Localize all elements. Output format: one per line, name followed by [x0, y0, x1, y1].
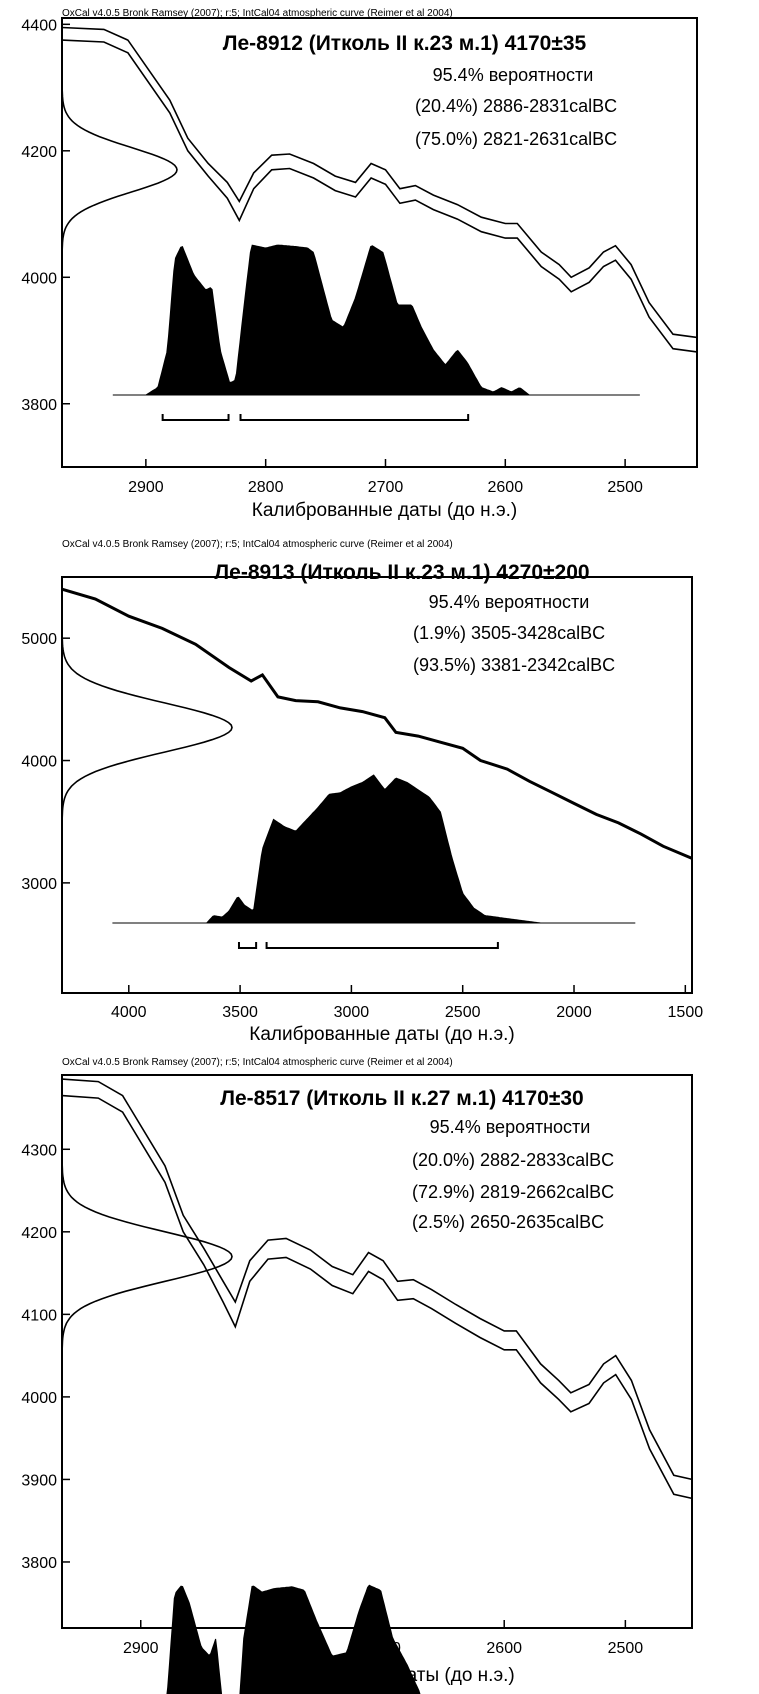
plot-frame — [61, 17, 698, 468]
x-tick-label: 2900 — [128, 479, 164, 496]
x-tick-label: 2600 — [488, 479, 524, 496]
posterior-distribution — [205, 774, 541, 924]
y-tick-label: 4200 — [21, 144, 57, 161]
y-tick-label: 4000 — [21, 1390, 57, 1407]
calibration-curve-lower — [61, 39, 698, 353]
probability-range: (1.9%) 3505-3428calBC — [413, 623, 605, 643]
oxcal-header: OxCal v4.0.5 Bronk Ramsey (2007); r:5; I… — [62, 8, 453, 19]
radiocarbon-distribution — [61, 629, 233, 826]
x-tick-label: 2800 — [248, 479, 284, 496]
y-tick-label: 4000 — [21, 270, 57, 287]
x-tick-label: 2500 — [607, 479, 643, 496]
radiocarbon-distribution — [61, 1157, 233, 1356]
probability-heading: 95.4% вероятности — [430, 1117, 591, 1137]
x-axis-label: Калиброванные даты (до н.э.) — [252, 500, 518, 521]
posterior-distribution — [166, 1584, 421, 1694]
oxcal-header: OxCal v4.0.5 Bronk Ramsey (2007); r:5; I… — [62, 1057, 453, 1068]
probability-range: (75.0%) 2821-2631calBC — [415, 129, 617, 149]
calibration-panel-le-8913: OxCal v4.0.5 Bronk Ramsey (2007); r:5; I… — [0, 539, 759, 1055]
x-tick-label: 1500 — [668, 1004, 704, 1021]
y-tick-label: 5000 — [21, 631, 57, 648]
y-tick-label: 4300 — [21, 1142, 57, 1159]
y-tick-label: 4400 — [21, 17, 57, 34]
posterior-distribution — [144, 244, 531, 396]
radiocarbon-distribution — [61, 81, 178, 259]
calibration-chart-le-8912: 4400 4200 4000 3800 2900 2800 2700 2600 2500 Ле-8… — [21, 17, 698, 521]
chart-title: Ле-8913 (Итколь II к.23 м.1) 4270±200 — [214, 561, 589, 584]
plot-frame — [61, 576, 693, 994]
hpd-range-bracket — [265, 942, 499, 949]
x-tick-label: 2500 — [445, 1004, 481, 1021]
y-tick-label: 4200 — [21, 1225, 57, 1242]
probability-range: (72.9%) 2819-2662calBC — [412, 1182, 614, 1202]
calibration-curve-upper — [61, 1078, 693, 1481]
x-tick-label: 2600 — [486, 1640, 522, 1657]
x-tick-label: 3000 — [334, 1004, 370, 1021]
x-tick-label: 4000 — [111, 1004, 147, 1021]
y-tick-label: 4100 — [21, 1307, 57, 1324]
calibration-panel-le-8912: OxCal v4.0.5 Bronk Ramsey (2007); r:5; I… — [0, 0, 759, 540]
x-tick-label: 2900 — [123, 1640, 159, 1657]
hpd-range-bracket — [239, 414, 470, 421]
y-tick-label: 3800 — [21, 397, 57, 414]
calibration-panel-le-8517: OxCal v4.0.5 Bronk Ramsey (2007); r:5; I… — [0, 1055, 759, 1694]
hpd-range-bracket — [161, 414, 230, 421]
y-tick-label: 3000 — [21, 876, 57, 893]
x-axis-label: Калиброванные даты (до н.э.) — [249, 1665, 515, 1686]
x-tick-label: 2000 — [556, 1004, 592, 1021]
chart-title: Ле-8517 (Итколь II к.27 м.1) 4170±30 — [220, 1087, 583, 1110]
y-tick-label: 4000 — [21, 754, 57, 771]
x-tick-label: 2700 — [368, 479, 404, 496]
y-tick-label: 3900 — [21, 1472, 57, 1489]
x-axis-label: Калиброванные даты (до н.э.) — [249, 1024, 515, 1045]
probability-range: (20.4%) 2886-2831calBC — [415, 96, 617, 116]
probability-heading: 95.4% вероятности — [433, 65, 594, 85]
x-tick-label: 3500 — [222, 1004, 258, 1021]
oxcal-header: OxCal v4.0.5 Bronk Ramsey (2007); r:5; I… — [62, 539, 453, 550]
y-tick-label: 3800 — [21, 1555, 57, 1572]
probability-range: (20.0%) 2882-2833calBC — [412, 1150, 614, 1170]
calibration-curve-lower — [61, 1094, 693, 1500]
probability-heading: 95.4% вероятности — [429, 592, 590, 612]
x-tick-label: 2500 — [608, 1640, 644, 1657]
calibration-curve — [61, 587, 693, 860]
calibration-curve-upper — [61, 26, 698, 339]
calibration-chart-le-8517: 4300420041004000390038002900280027002600… — [21, 1074, 693, 1694]
calibration-chart-le-8913: 5000 4000 3000 4000 3500 3000 2500 2000 1500 Ле-8… — [21, 561, 704, 1045]
chart-title: Ле-8912 (Итколь II к.23 м.1) 4170±35 — [223, 32, 587, 55]
hpd-range-bracket — [237, 942, 258, 949]
probability-range: (93.5%) 3381-2342calBC — [413, 655, 615, 675]
probability-range: (2.5%) 2650-2635calBC — [412, 1212, 604, 1232]
